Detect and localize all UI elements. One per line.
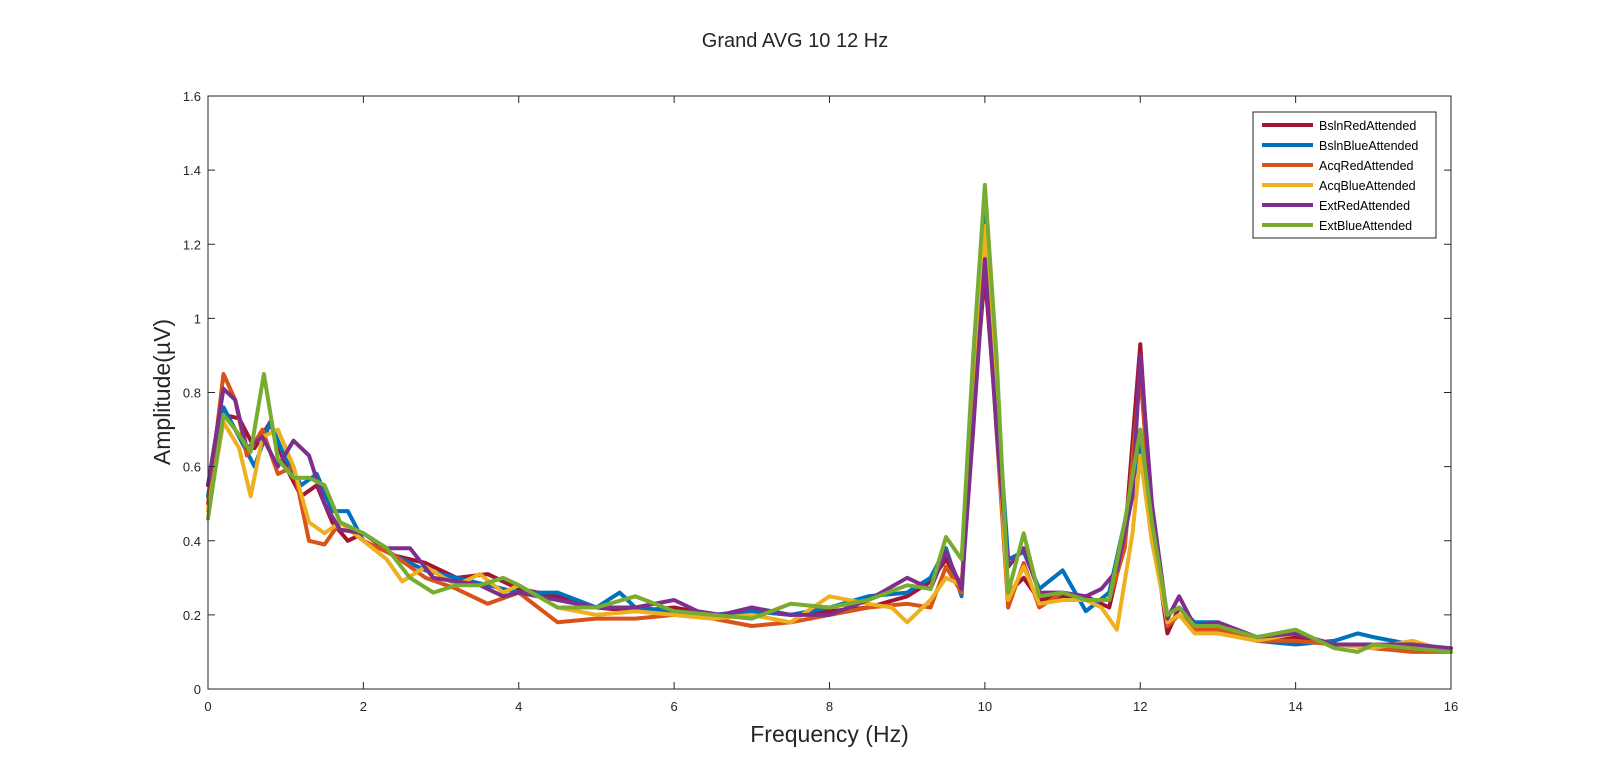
y-tick-label: 0 [194, 682, 201, 697]
legend: BslnRedAttended BslnBlueAttended AcqRedAtt… [1252, 111, 1437, 239]
legend-label-ExtRedAttended: ExtRedAttended [1319, 199, 1410, 213]
x-tick-label: 16 [1444, 699, 1458, 714]
y-tick-label: 1.6 [183, 89, 201, 104]
y-tick-label: 0.2 [183, 608, 201, 623]
y-tick-label: 1.4 [183, 163, 201, 178]
x-tick-label: 12 [1133, 699, 1147, 714]
series-layer [206, 182, 1453, 654]
x-axis-ticks: 0 2 4 6 8 10 12 14 16 [204, 96, 1458, 714]
plot-area [208, 96, 1451, 689]
x-tick-label: 0 [204, 699, 211, 714]
legend-box [1252, 111, 1437, 239]
y-tick-label: 0.6 [183, 460, 201, 475]
y-tick-label: 1 [194, 311, 201, 326]
x-axis-label: Frequency (Hz) [750, 721, 908, 747]
chart-title: Grand AVG 10 12 Hz [702, 30, 888, 52]
series-line-ExtBlueAttended [206, 182, 1453, 654]
x-tick-label: 10 [978, 699, 992, 714]
y-tick-label: 0.4 [183, 534, 201, 549]
legend-label-BslnRedAttended: BslnRedAttended [1319, 119, 1416, 133]
legend-label-BslnBlueAttended: BslnBlueAttended [1319, 139, 1418, 153]
legend-items: BslnRedAttended BslnBlueAttended AcqRedAtt… [1262, 119, 1418, 233]
legend-label-AcqRedAttended: AcqRedAttended [1319, 159, 1414, 173]
x-tick-label: 14 [1288, 699, 1302, 714]
legend-label-AcqBlueAttended: AcqBlueAttended [1319, 179, 1416, 193]
y-axis-ticks: 0 0.2 0.4 0.6 0.8 1 1.2 1.4 1.6 [183, 89, 1451, 697]
y-tick-label: 0.8 [183, 386, 201, 401]
y-tick-label: 1.2 [183, 237, 201, 252]
x-tick-label: 8 [826, 699, 833, 714]
y-axis-label: Amplitude(µV) [149, 319, 175, 465]
legend-label-ExtBlueAttended: ExtBlueAttended [1319, 219, 1412, 233]
x-tick-label: 6 [671, 699, 678, 714]
x-tick-label: 2 [360, 699, 367, 714]
x-tick-label: 4 [515, 699, 522, 714]
